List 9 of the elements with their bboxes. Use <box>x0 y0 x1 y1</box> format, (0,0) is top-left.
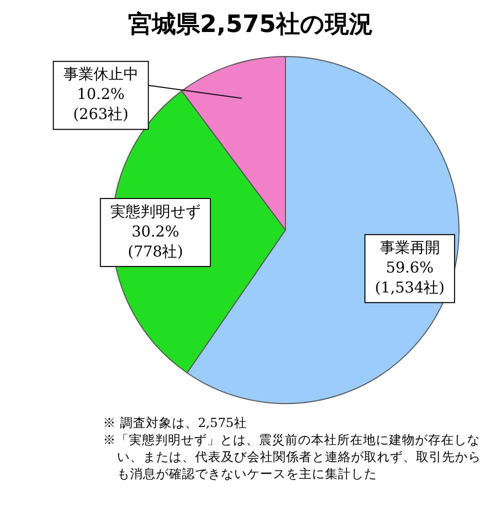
data-label: 59.6% (1,534社) <box>374 258 445 297</box>
data-label: 30.2% (778社) <box>128 222 184 260</box>
text: ※「実態判明せず」とは、震災前の本社所在地に建物が存在しない、または、代表及び会社関係者と連絡が取れず、取引先からも消息が確認できないケースを主に集計した <box>103 431 482 482</box>
chart-title: 宮城県2,575社の現況 <box>127 9 374 40</box>
slice-label: 事業休止中 <box>63 65 138 84</box>
slice-label: 事業再開 <box>380 238 440 257</box>
slice-label: 実態判明せず <box>110 202 200 220</box>
data-label: 10.2% (263社) <box>73 85 129 124</box>
text: ※ 調査対象は、2,575社 <box>103 414 248 431</box>
